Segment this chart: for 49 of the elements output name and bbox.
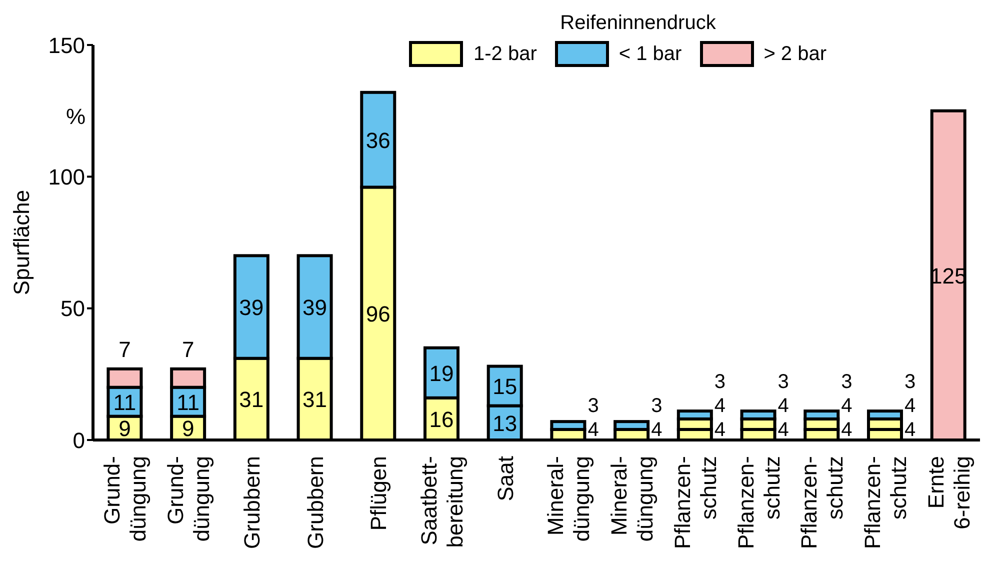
- data-label: 19: [429, 360, 454, 386]
- legend-label: 1-2 bar: [473, 42, 537, 66]
- data-label: 15: [492, 374, 518, 400]
- data-label: 4: [714, 419, 726, 441]
- y-tick-label: 150: [48, 32, 85, 58]
- data-label: 3: [841, 371, 852, 393]
- data-label: 4: [651, 419, 662, 441]
- data-label: 9: [118, 416, 131, 442]
- data-label: 4: [904, 395, 916, 417]
- data-label: 11: [113, 390, 136, 415]
- data-label: 39: [239, 295, 264, 320]
- x-tick-label: Grubbern: [239, 456, 264, 549]
- x-tick-label: Saatbett- bereitung: [416, 456, 468, 548]
- x-tick-label: Pflügen: [366, 456, 392, 531]
- legend-label: > 2 bar: [764, 42, 827, 66]
- data-label: 7: [182, 336, 194, 362]
- data-label: 96: [366, 302, 390, 327]
- y-tick-label: 100: [48, 164, 85, 190]
- x-tick-label: Grund- düngung: [100, 456, 151, 542]
- data-label: 3: [904, 371, 916, 393]
- data-label: 3: [651, 395, 662, 417]
- data-label: 36: [366, 128, 390, 153]
- legend-label: < 1 bar: [618, 42, 682, 66]
- data-label: 4: [904, 419, 916, 441]
- data-label: 4: [841, 395, 852, 417]
- data-label: 7: [118, 336, 131, 362]
- data-label: 4: [588, 419, 599, 441]
- y-tick-label: 0: [72, 428, 85, 453]
- x-tick-label: Grubbern: [302, 456, 328, 549]
- data-label: 9: [182, 416, 194, 442]
- data-label: 13: [492, 410, 518, 436]
- data-label: 11: [176, 390, 200, 415]
- data-label: 31: [239, 387, 264, 412]
- data-label: 4: [714, 395, 726, 417]
- data-label: 3: [588, 395, 599, 417]
- text: %: [66, 104, 86, 130]
- data-label: 4: [778, 419, 789, 441]
- data-label: 3: [778, 371, 789, 393]
- data-label: 3: [714, 371, 726, 393]
- legend-title: Reifeninnendruck: [559, 12, 717, 35]
- y-axis-title: Spurfläche: [8, 190, 34, 296]
- y-tick-label: 50: [60, 296, 85, 322]
- data-label: 31: [302, 387, 328, 412]
- data-label: 16: [429, 406, 454, 432]
- x-tick-label: Saat: [492, 456, 518, 502]
- data-label: 39: [302, 295, 328, 320]
- x-tick-label: Mineral- düngung: [543, 456, 594, 542]
- data-label: 4: [841, 419, 852, 441]
- data-label: 4: [778, 395, 789, 417]
